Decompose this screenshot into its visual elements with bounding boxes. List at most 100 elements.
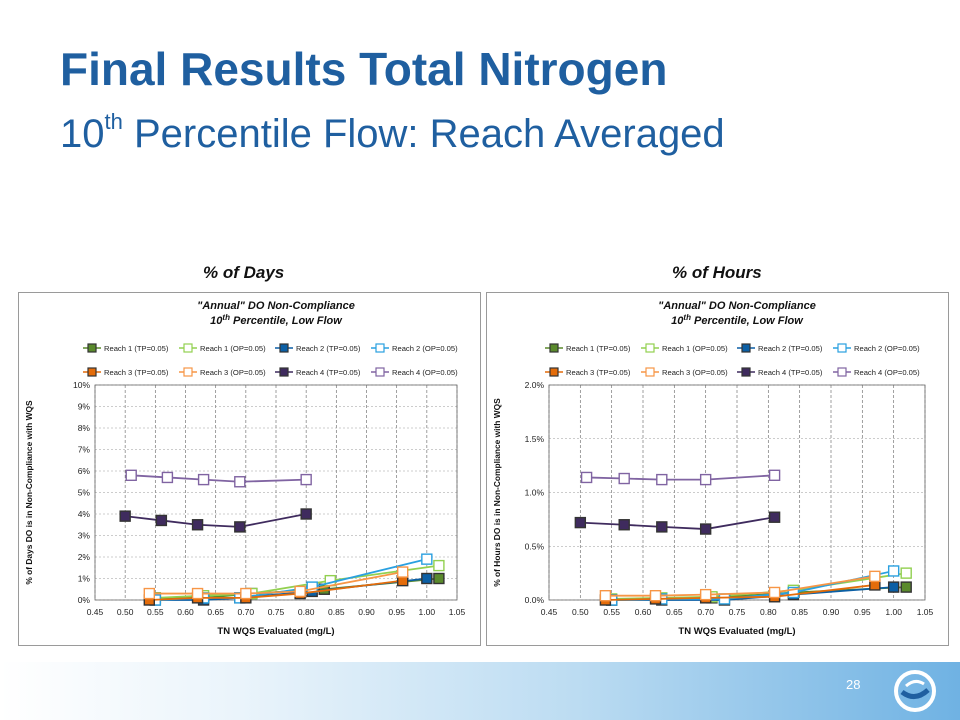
- x-tick-label: 0.55: [147, 607, 164, 617]
- data-point: [787, 586, 800, 599]
- legend-label: Reach 1 (OP=0.05): [662, 344, 728, 353]
- legend-marker: [87, 343, 97, 353]
- chart-title: "Annual" DO Non-Compliance: [658, 300, 816, 312]
- x-tick-label: 1.05: [449, 607, 466, 617]
- x-tick-label: 0.80: [298, 607, 315, 617]
- x-tick-label: 0.90: [823, 607, 840, 617]
- x-tick-label: 0.95: [854, 607, 871, 617]
- legend-marker: [279, 367, 289, 377]
- legend-label: Reach 4 (OP=0.05): [392, 368, 458, 377]
- y-axis-title: % of Days DO is in Non-Compliance with W…: [24, 400, 34, 585]
- slide-subtitle: 10th Percentile Flow: Reach Averaged: [60, 111, 725, 157]
- y-tick-label: 8%: [78, 423, 91, 433]
- data-point: [161, 471, 174, 484]
- y-tick-label: 0.0%: [525, 595, 545, 605]
- plot-area: [548, 384, 926, 601]
- data-point: [656, 473, 668, 486]
- legend-marker: [837, 343, 847, 353]
- legend-label: Reach 2 (OP=0.05): [854, 344, 920, 353]
- y-tick-label: 2%: [78, 552, 91, 562]
- data-point: [869, 570, 881, 583]
- data-point: [433, 559, 445, 572]
- legend-label: Reach 4 (TP=0.05): [296, 368, 361, 377]
- company-logo-icon: [894, 670, 936, 712]
- x-tick-label: 0.65: [207, 607, 224, 617]
- x-tick-label: 0.60: [177, 607, 194, 617]
- data-point: [421, 553, 433, 565]
- x-axis-title: TN WQS Evaluated (mg/L): [678, 626, 795, 637]
- data-point: [234, 476, 246, 488]
- x-axis-title: TN WQS Evaluated (mg/L): [217, 626, 334, 637]
- data-point: [656, 521, 668, 533]
- y-tick-label: 9%: [78, 402, 91, 412]
- data-point: [599, 590, 612, 602]
- right-panel-label: % of Hours: [672, 263, 762, 282]
- legend-marker: [87, 367, 97, 377]
- legend-label: Reach 1 (OP=0.05): [200, 344, 266, 353]
- x-tick-label: 0.85: [791, 607, 808, 617]
- data-point: [191, 519, 204, 531]
- series-line: [586, 474, 775, 481]
- data-point: [887, 565, 900, 577]
- legend-marker: [741, 343, 751, 353]
- y-tick-label: 7%: [78, 445, 91, 455]
- data-point: [768, 586, 781, 599]
- x-tick-label: 0.65: [666, 607, 683, 617]
- legend-marker: [741, 367, 751, 377]
- x-tick-label: 0.80: [760, 607, 777, 617]
- data-point: [574, 516, 587, 529]
- legend-label: Reach 4 (OP=0.05): [854, 368, 920, 377]
- data-point: [240, 587, 252, 600]
- y-tick-label: 2.0%: [525, 380, 545, 390]
- subtitle-prefix: 10: [60, 112, 105, 156]
- legend-marker: [645, 367, 655, 377]
- legend-label: Reach 2 (TP=0.05): [296, 344, 361, 353]
- legend-marker: [549, 343, 559, 353]
- x-tick-label: 0.95: [388, 607, 405, 617]
- x-tick-label: 0.45: [87, 607, 104, 617]
- data-point: [699, 523, 712, 535]
- data-point: [699, 473, 712, 486]
- legend-marker: [375, 343, 385, 353]
- legend-marker: [183, 367, 193, 377]
- data-point: [397, 566, 409, 578]
- data-point: [768, 469, 781, 482]
- legend-label: Reach 3 (TP=0.05): [566, 368, 631, 377]
- data-point: [234, 521, 246, 533]
- y-tick-label: 1.0%: [525, 488, 545, 498]
- y-tick-label: 10%: [73, 380, 90, 390]
- legend-label: Reach 4 (TP=0.05): [758, 368, 823, 377]
- y-tick-label: 1.5%: [525, 434, 545, 444]
- page-number: 28: [846, 677, 861, 692]
- data-point: [718, 593, 731, 605]
- x-tick-label: 0.50: [117, 607, 134, 617]
- legend-label: Reach 3 (OP=0.05): [200, 368, 266, 377]
- x-tick-label: 0.70: [238, 607, 255, 617]
- data-point: [119, 510, 131, 522]
- data-point: [191, 587, 204, 600]
- x-tick-label: 1.00: [419, 607, 436, 617]
- chart-hours: "Annual" DO Non-Compliance 10th Percentil…: [486, 292, 949, 646]
- x-tick-label: 0.55: [603, 607, 620, 617]
- legend-marker: [375, 367, 385, 377]
- legend-label: Reach 1 (TP=0.05): [566, 344, 631, 353]
- slide-title: Final Results Total Nitrogen: [60, 43, 668, 95]
- data-point: [125, 469, 137, 482]
- y-axis-title: % of Hours DO is in Non-Compliance with …: [492, 398, 502, 587]
- data-point: [900, 567, 912, 579]
- data-point: [300, 473, 312, 486]
- series-line: [580, 516, 775, 530]
- chart-subtitle: 10th Percentile, Low Flow: [210, 313, 343, 327]
- data-point: [421, 572, 433, 585]
- y-tick-label: 3%: [78, 531, 91, 541]
- y-tick-label: 0%: [78, 595, 91, 605]
- chart-days: "Annual" DO Non-Compliance 10th Percentil…: [18, 292, 481, 646]
- x-tick-label: 0.50: [572, 607, 589, 617]
- x-tick-label: 0.75: [729, 607, 746, 617]
- subtitle-rest: Percentile Flow: Reach Averaged: [122, 112, 725, 156]
- legend-label: Reach 2 (TP=0.05): [758, 344, 823, 353]
- x-tick-label: 0.90: [358, 607, 375, 617]
- footer-band: [0, 662, 960, 720]
